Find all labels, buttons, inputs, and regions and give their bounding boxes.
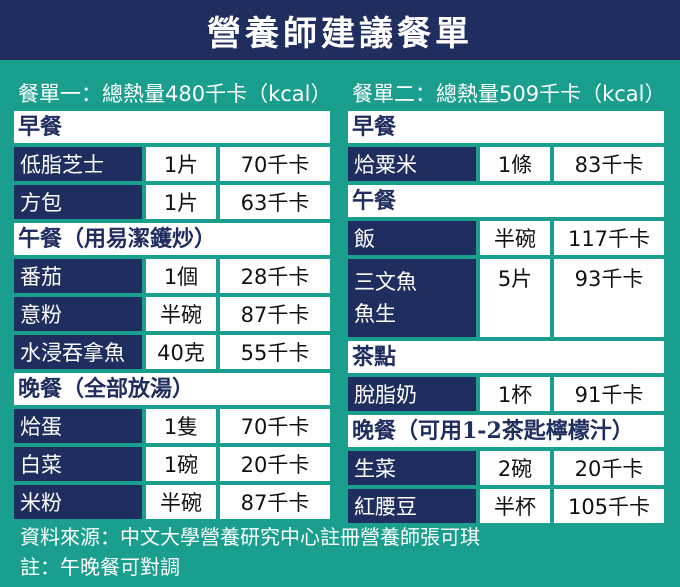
food-row: 飯 半碗 117千卡 <box>348 221 664 255</box>
food-quantity: 半碗 <box>146 485 216 519</box>
food-calories: 93千卡 <box>554 259 664 337</box>
food-quantity: 1條 <box>480 147 550 181</box>
food-row: 番茄 1個 28千卡 <box>14 259 330 293</box>
source-note: 資料來源：中文大學營養研究中心註冊營養師張可琪 <box>20 525 480 549</box>
food-calories: 91千卡 <box>554 377 664 411</box>
food-row: 水浸吞拿魚 40克 55千卡 <box>14 335 330 369</box>
food-quantity: 1杯 <box>480 377 550 411</box>
food-row: 紅腰豆 半杯 105千卡 <box>348 489 664 523</box>
food-name: 番茄 <box>14 259 142 293</box>
food-name: 低脂芝士 <box>14 147 142 181</box>
meal-heading-snack: 茶點 <box>348 341 664 373</box>
page-title: 營養師建議餐單 <box>0 0 680 60</box>
food-name: 米粉 <box>14 485 142 519</box>
food-name: 烚粟米 <box>348 147 476 181</box>
food-quantity: 1個 <box>146 259 216 293</box>
food-calories: 105千卡 <box>554 489 664 523</box>
food-row: 烚蛋 1隻 70千卡 <box>14 409 330 443</box>
food-quantity: 1碗 <box>146 447 216 481</box>
food-name: 方包 <box>14 185 142 219</box>
food-row: 方包 1片 63千卡 <box>14 185 330 219</box>
food-calories: 87千卡 <box>220 297 330 331</box>
menu2-panel: 早餐 烚粟米 1條 83千卡 午餐 飯 半碗 117千卡 三文魚 魚生 5片 9… <box>348 111 664 527</box>
meal-heading-dinner: 晚餐（全部放湯） <box>14 373 330 405</box>
footnote: 註：午晚餐可對調 <box>20 555 180 579</box>
food-calories: 70千卡 <box>220 409 330 443</box>
food-calories: 20千卡 <box>554 451 664 485</box>
food-calories: 87千卡 <box>220 485 330 519</box>
food-quantity: 1隻 <box>146 409 216 443</box>
food-calories: 63千卡 <box>220 185 330 219</box>
food-quantity: 2碗 <box>480 451 550 485</box>
menu1-title: 餐單一：總熱量480千卡（kcal） <box>18 82 332 106</box>
food-row: 米粉 半碗 87千卡 <box>14 485 330 519</box>
food-name: 紅腰豆 <box>348 489 476 523</box>
food-quantity: 5片 <box>480 259 550 337</box>
menu1-panel: 早餐 低脂芝士 1片 70千卡 方包 1片 63千卡 午餐（用易潔鑊炒） 番茄 … <box>14 111 330 523</box>
food-row: 烚粟米 1條 83千卡 <box>348 147 664 181</box>
food-name: 生菜 <box>348 451 476 485</box>
food-name: 白菜 <box>14 447 142 481</box>
food-row: 低脂芝士 1片 70千卡 <box>14 147 330 181</box>
food-calories: 55千卡 <box>220 335 330 369</box>
food-name: 烚蛋 <box>14 409 142 443</box>
food-quantity: 半碗 <box>146 297 216 331</box>
food-name: 飯 <box>348 221 476 255</box>
menu2-title: 餐單二：總熱量509千卡（kcal） <box>352 82 666 106</box>
food-name: 三文魚 魚生 <box>348 259 476 337</box>
food-calories: 83千卡 <box>554 147 664 181</box>
food-calories: 28千卡 <box>220 259 330 293</box>
meal-heading-breakfast: 早餐 <box>14 111 330 143</box>
food-quantity: 1片 <box>146 147 216 181</box>
food-row: 脫脂奶 1杯 91千卡 <box>348 377 664 411</box>
meal-heading-lunch: 午餐（用易潔鑊炒） <box>14 223 330 255</box>
food-name: 脫脂奶 <box>348 377 476 411</box>
food-calories: 70千卡 <box>220 147 330 181</box>
food-name-line: 三文魚 <box>354 270 417 294</box>
food-row: 意粉 半碗 87千卡 <box>14 297 330 331</box>
food-row: 三文魚 魚生 5片 93千卡 <box>348 259 664 337</box>
food-row: 生菜 2碗 20千卡 <box>348 451 664 485</box>
food-calories: 20千卡 <box>220 447 330 481</box>
food-name: 意粉 <box>14 297 142 331</box>
food-name: 水浸吞拿魚 <box>14 335 142 369</box>
food-calories: 117千卡 <box>554 221 664 255</box>
food-row: 白菜 1碗 20千卡 <box>14 447 330 481</box>
meal-heading-breakfast: 早餐 <box>348 111 664 143</box>
meal-heading-lunch: 午餐 <box>348 185 664 217</box>
food-quantity: 1片 <box>146 185 216 219</box>
meal-heading-dinner: 晚餐（可用1-2茶匙檸檬汁） <box>348 415 664 447</box>
food-name-line: 魚生 <box>354 302 396 326</box>
food-quantity: 半碗 <box>480 221 550 255</box>
food-quantity: 半杯 <box>480 489 550 523</box>
food-quantity: 40克 <box>146 335 216 369</box>
